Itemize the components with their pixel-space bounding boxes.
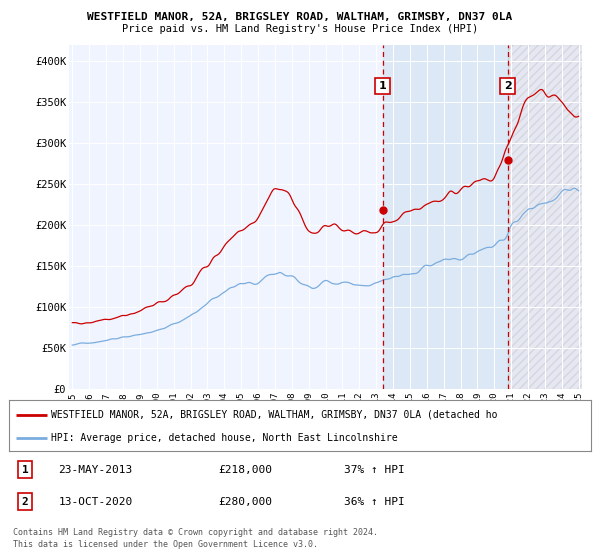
Text: 1: 1 (379, 81, 386, 91)
Text: 23-MAY-2013: 23-MAY-2013 (58, 464, 133, 474)
Text: WESTFIELD MANOR, 52A, BRIGSLEY ROAD, WALTHAM, GRIMSBY, DN37 0LA (detached ho: WESTFIELD MANOR, 52A, BRIGSLEY ROAD, WAL… (51, 409, 497, 419)
Text: 36% ↑ HPI: 36% ↑ HPI (344, 497, 404, 507)
Bar (383, 45, 508, 389)
Text: 2: 2 (22, 497, 29, 507)
Text: HPI: Average price, detached house, North East Lincolnshire: HPI: Average price, detached house, Nort… (51, 433, 398, 443)
Text: WESTFIELD MANOR, 52A, BRIGSLEY ROAD, WALTHAM, GRIMSBY, DN37 0LA: WESTFIELD MANOR, 52A, BRIGSLEY ROAD, WAL… (88, 12, 512, 22)
Text: This data is licensed under the Open Government Licence v3.0.: This data is licensed under the Open Gov… (13, 540, 318, 549)
Text: Price paid vs. HM Land Registry's House Price Index (HPI): Price paid vs. HM Land Registry's House … (122, 24, 478, 34)
Bar (508, 45, 587, 389)
Text: £218,000: £218,000 (218, 464, 272, 474)
Text: Contains HM Land Registry data © Crown copyright and database right 2024.: Contains HM Land Registry data © Crown c… (13, 529, 378, 538)
Text: 13-OCT-2020: 13-OCT-2020 (58, 497, 133, 507)
Bar (508, 45, 587, 389)
Text: 2: 2 (504, 81, 511, 91)
Text: £280,000: £280,000 (218, 497, 272, 507)
Text: 37% ↑ HPI: 37% ↑ HPI (344, 464, 404, 474)
Text: 1: 1 (22, 464, 29, 474)
